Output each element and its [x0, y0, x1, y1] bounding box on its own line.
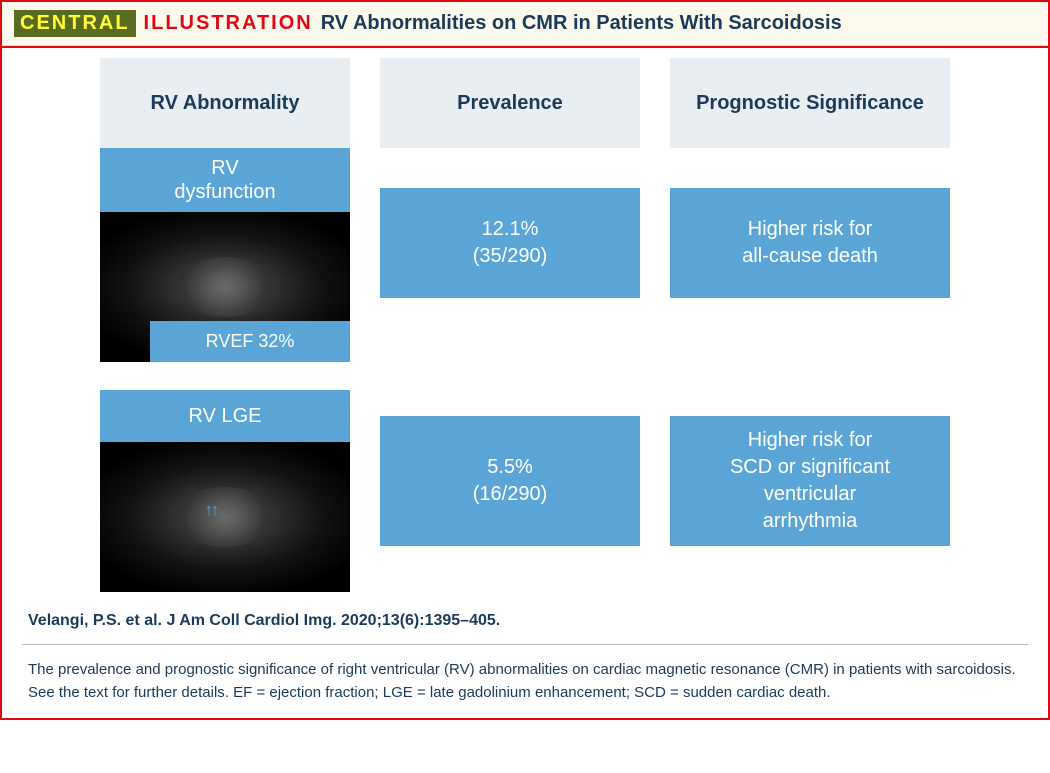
prognosis-1-line2: all-cause death [742, 243, 878, 270]
column-header-abnormality: RV Abnormality [100, 58, 350, 148]
prognosis-cell-2: Higher risk for SCD or significant ventr… [670, 390, 950, 546]
row-rv-dysfunction: RVdysfunction RVEF 32% 12.1% (35/290) Hi… [22, 148, 1028, 362]
figure-body: RV Abnormality Prevalence Prognostic Sig… [2, 46, 1048, 718]
figure-title: RV Abnormalities on CMR in Patients With… [321, 12, 842, 35]
citation: Velangi, P.S. et al. J Am Coll Cardiol I… [22, 598, 1028, 645]
header-row: RV Abnormality Prevalence Prognostic Sig… [22, 58, 1028, 148]
column-header-prognosis: Prognostic Significance [670, 58, 950, 148]
prevalence-box-2: 5.5% (16/290) [380, 416, 640, 546]
tag-illustration: ILLUSTRATION [144, 12, 313, 35]
prevalence-box-1: 12.1% (35/290) [380, 188, 640, 298]
mri-image-2: ↑↑ [100, 442, 350, 592]
row-rv-lge: RV LGE ↑↑ 5.5% (16/290) Higher risk for … [22, 390, 1028, 592]
prognosis-2-line3: ventricular [764, 481, 856, 508]
caption: The prevalence and prognostic significan… [22, 645, 1028, 714]
abnormality-cell-1: RVdysfunction RVEF 32% [100, 148, 350, 362]
prognosis-2-line2: SCD or significant [730, 454, 890, 481]
rv-lge-label: RV LGE [100, 390, 350, 442]
abnormality-cell-2: RV LGE ↑↑ [100, 390, 350, 592]
figure-container: CENTRAL ILLUSTRATION RV Abnormalities on… [0, 0, 1050, 720]
prevalence-pct-1: 12.1% [482, 216, 539, 243]
rvef-tag: RVEF 32% [150, 321, 350, 362]
prognosis-2-line1: Higher risk for [748, 427, 872, 454]
lge-arrows-icon: ↑↑ [205, 502, 217, 520]
prognosis-2-line4: arrhythmia [763, 508, 857, 535]
prognosis-box-2: Higher risk for SCD or significant ventr… [670, 416, 950, 546]
prevalence-n-1: (35/290) [473, 243, 548, 270]
prevalence-cell-2: 5.5% (16/290) [380, 390, 640, 546]
rv-dysfunction-label: RVdysfunction [100, 148, 350, 212]
prevalence-n-2: (16/290) [473, 481, 548, 508]
prognosis-1-line1: Higher risk for [748, 216, 872, 243]
figure-header: CENTRAL ILLUSTRATION RV Abnormalities on… [2, 2, 1048, 46]
prognosis-box-1: Higher risk for all-cause death [670, 188, 950, 298]
prognosis-cell-1: Higher risk for all-cause death [670, 148, 950, 298]
tag-central: CENTRAL [14, 10, 136, 37]
column-header-prevalence: Prevalence [380, 58, 640, 148]
prevalence-cell-1: 12.1% (35/290) [380, 148, 640, 298]
mri-image-1: RVEF 32% [100, 212, 350, 362]
prevalence-pct-2: 5.5% [487, 454, 533, 481]
